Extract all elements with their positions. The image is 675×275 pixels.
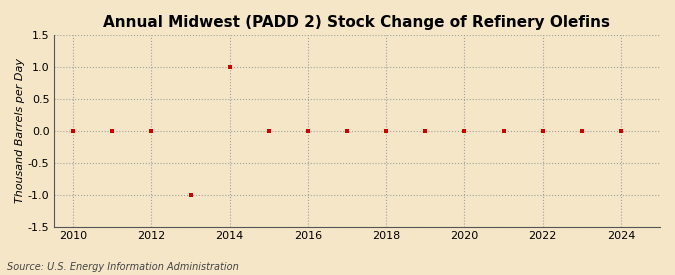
Text: Source: U.S. Energy Information Administration: Source: U.S. Energy Information Administ… (7, 262, 238, 272)
Y-axis label: Thousand Barrels per Day: Thousand Barrels per Day (15, 59, 25, 204)
Title: Annual Midwest (PADD 2) Stock Change of Refinery Olefins: Annual Midwest (PADD 2) Stock Change of … (103, 15, 610, 30)
